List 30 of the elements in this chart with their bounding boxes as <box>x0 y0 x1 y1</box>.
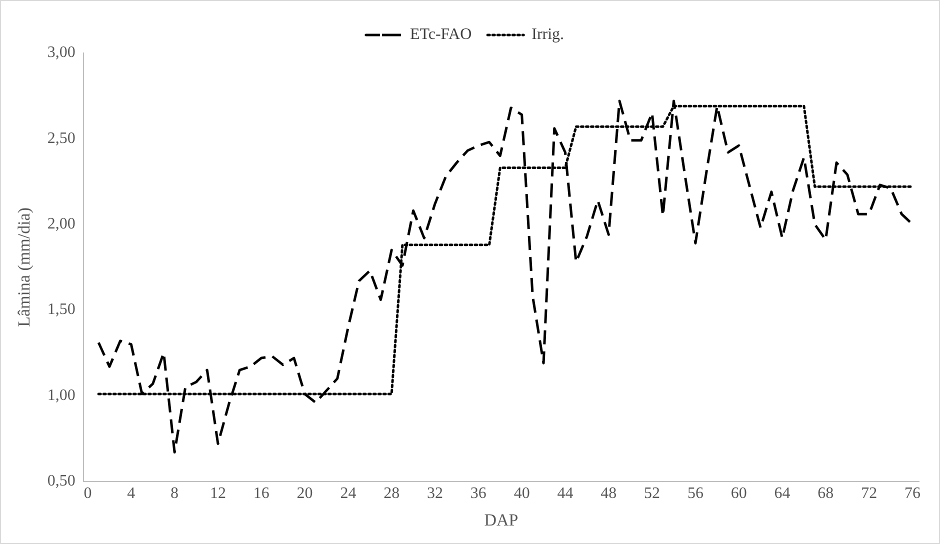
y-axis-title: Lâmina (mm/dia) <box>14 207 34 327</box>
legend-label: ETc-FAO <box>410 26 472 44</box>
x-tick-label: 48 <box>600 485 617 502</box>
x-tick-label: 0 <box>84 485 92 502</box>
x-tick-label: 68 <box>818 485 834 502</box>
x-tick-label: 60 <box>730 485 747 502</box>
x-tick-label: 56 <box>687 485 704 502</box>
x-tick-label: 32 <box>427 485 444 502</box>
x-tick-label: 40 <box>514 485 530 502</box>
x-axis-title: DAP <box>484 510 518 530</box>
y-tick-label: 2,50 <box>47 130 76 147</box>
x-tick-label: 76 <box>904 485 920 502</box>
y-tick-label: 0,50 <box>47 472 76 490</box>
x-tick-label: 64 <box>774 485 790 502</box>
y-tick-label: 1,50 <box>47 301 76 318</box>
y-tick-label: 1,00 <box>47 386 76 404</box>
x-tick-label: 28 <box>384 485 400 502</box>
x-tick-label: 44 <box>557 485 574 502</box>
x-tick-label: 20 <box>296 485 313 502</box>
x-tick-label: 36 <box>470 485 486 502</box>
x-tick-label: 4 <box>127 485 136 502</box>
x-tick-label: 16 <box>253 485 270 502</box>
y-tick-label: 3,00 <box>47 44 76 62</box>
x-tick-label: 12 <box>210 485 226 502</box>
legend-label: Irrig. <box>532 26 564 44</box>
x-tick-label: 24 <box>340 485 356 502</box>
x-tick-label: 52 <box>644 485 660 502</box>
x-tick-label: 8 <box>170 485 179 502</box>
x-tick-label: 72 <box>861 485 878 502</box>
y-tick-label: 2,00 <box>47 216 76 233</box>
